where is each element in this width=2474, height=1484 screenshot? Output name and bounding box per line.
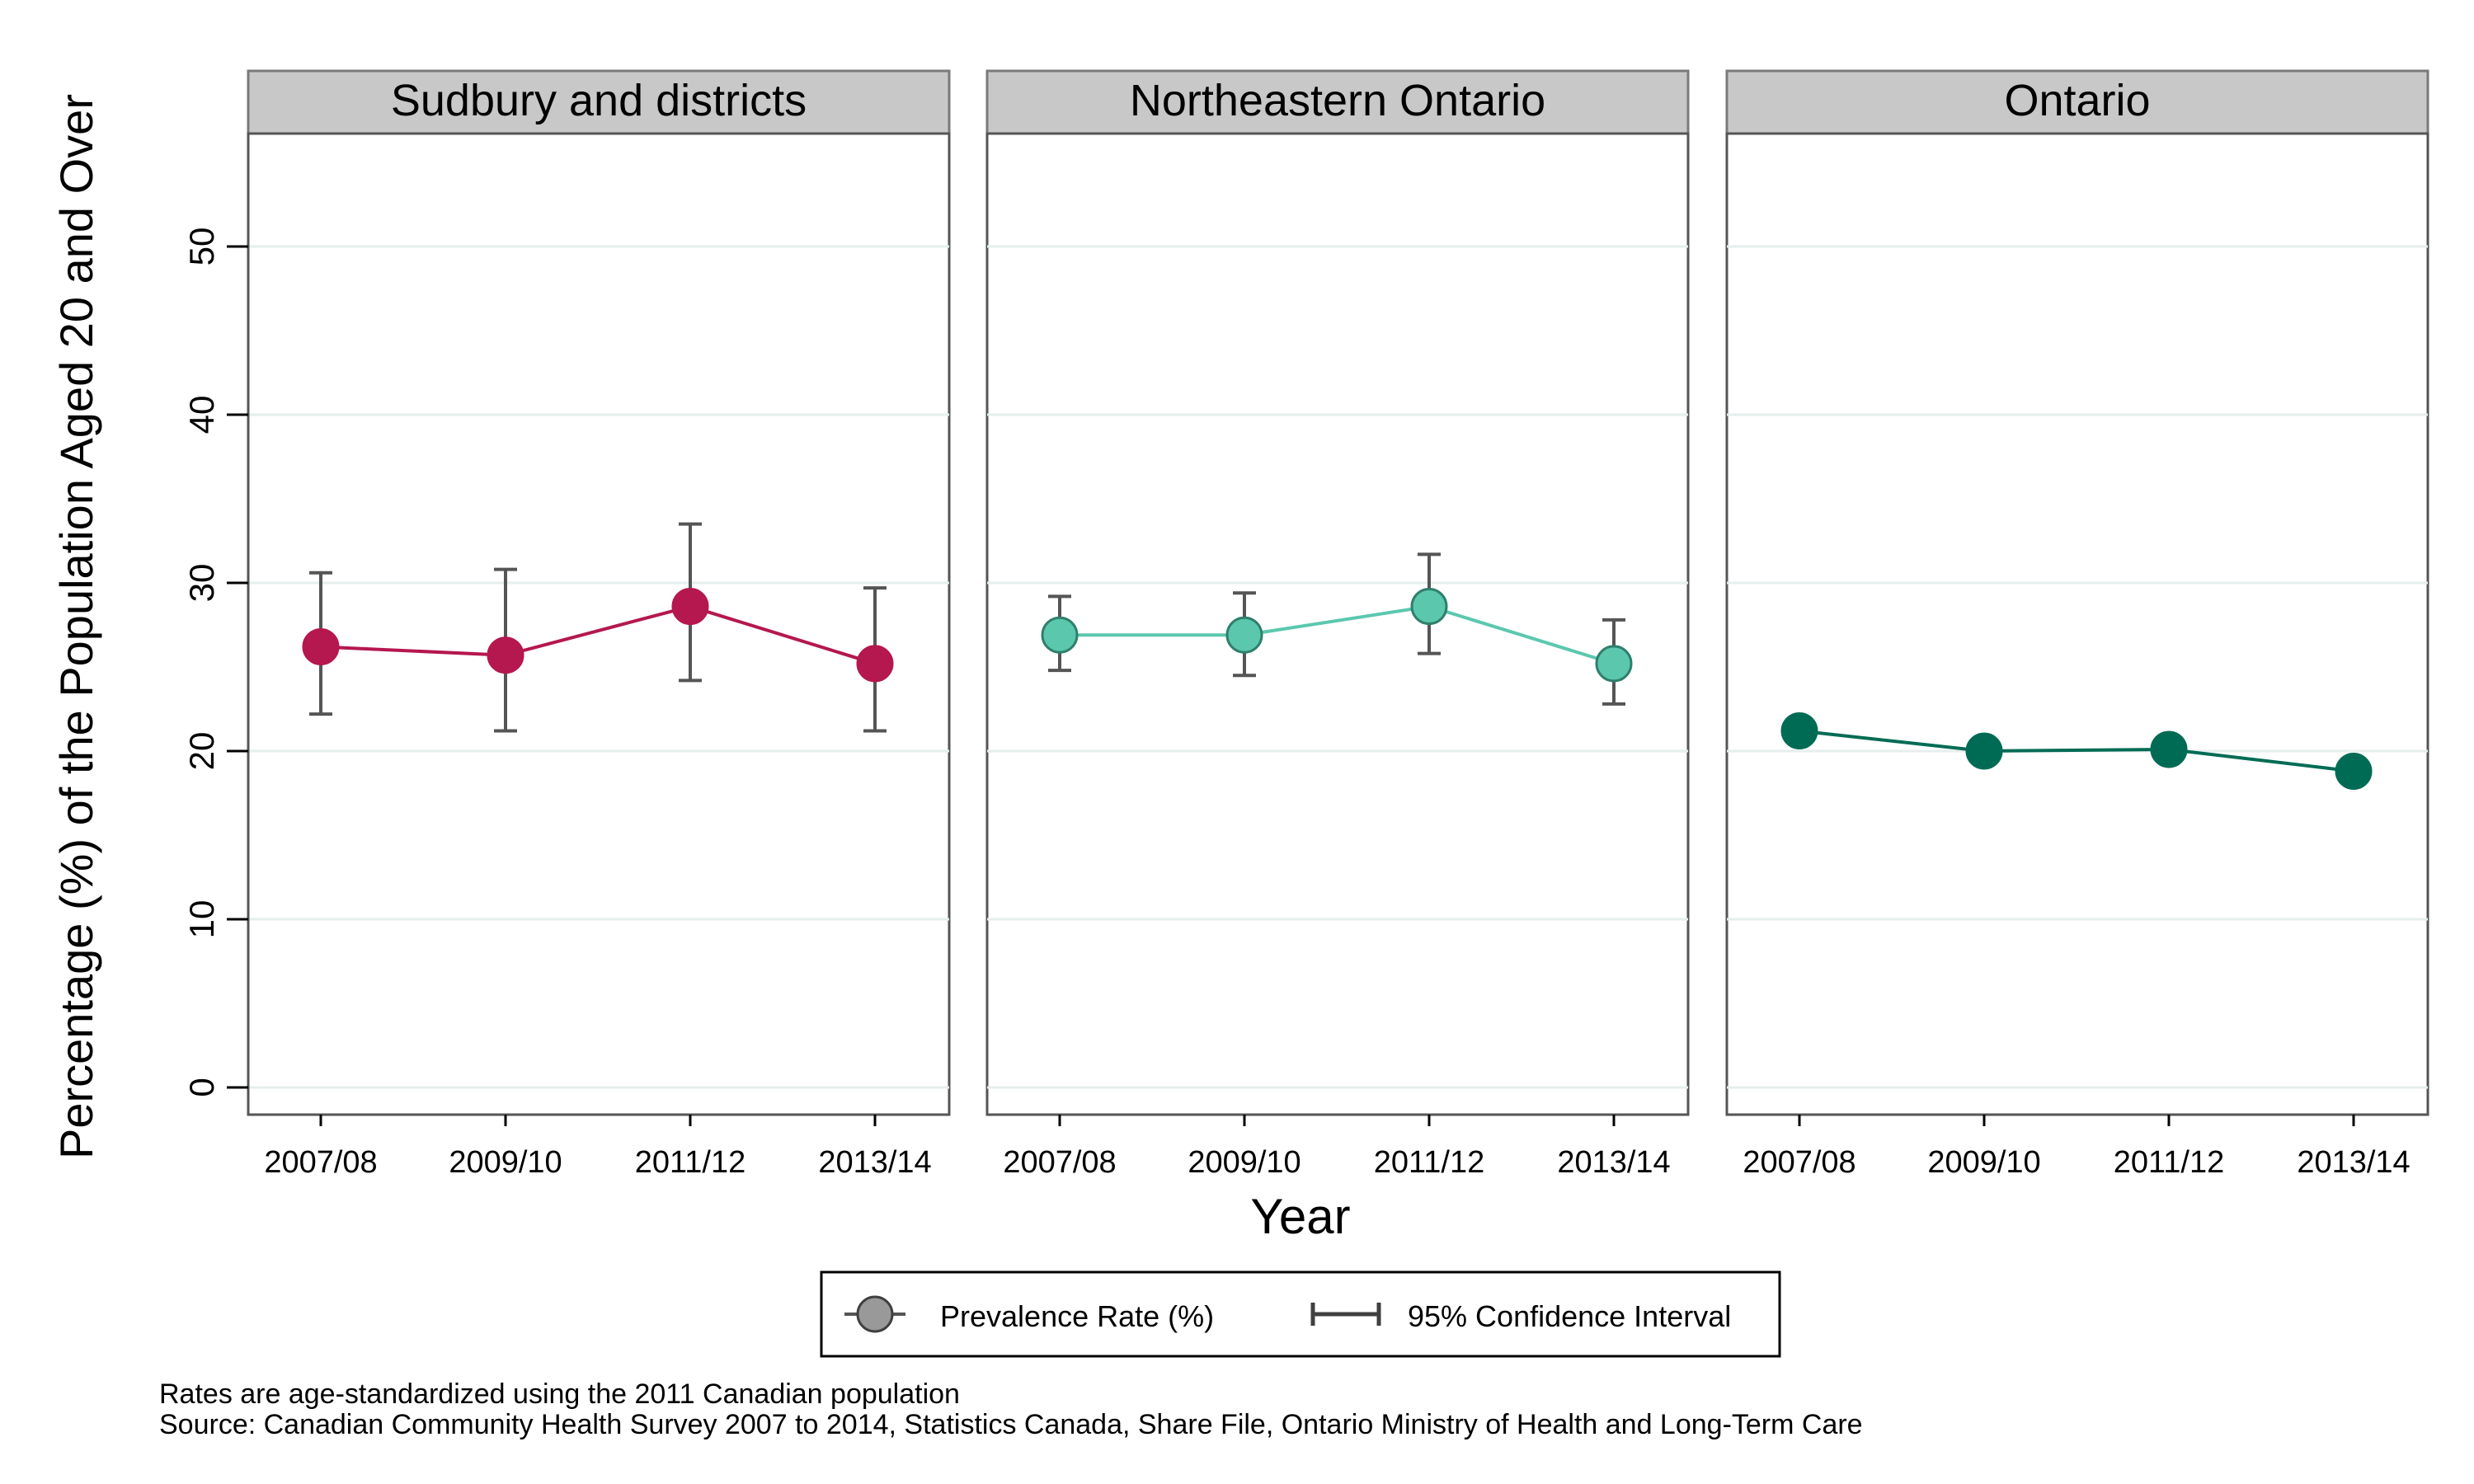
data-point [1780,712,1818,750]
panel-title: Ontario [2004,76,2150,125]
data-point [1225,616,1263,654]
y-tick-label: 30 [182,564,221,603]
legend-ci-icon [1310,1303,1381,1326]
panel-0: Sudbury and districts 2007/08 2009/10 2011/… [247,69,951,1180]
panel-title: Northeastern Ontario [1130,76,1545,125]
data-point [1041,616,1079,654]
legend-marker-circle [856,1295,894,1333]
legend-label-ci: 95% Confidence Interval [1408,1299,1731,1333]
data-point [2335,752,2373,790]
y-tick-label: 20 [182,732,221,771]
data-point [2150,730,2188,768]
data-point [671,588,709,626]
chart-axes: 0 10 20 30 40 50 [182,134,250,1115]
legend-box [820,1270,1781,1358]
x-tick-label: 2011/12 [1374,1145,1485,1180]
legend: Prevalence Rate (%) 95% Confidence Inter… [820,1270,1781,1358]
legend-label-prevalence: Prevalence Rate (%) [940,1299,1214,1333]
x-tick-label: 2009/10 [1188,1145,1300,1180]
data-point [1965,732,2003,770]
x-tick-label: 2007/08 [264,1145,377,1180]
y-tick-label: 10 [182,900,221,939]
x-tick-label: 2011/12 [2114,1145,2225,1180]
panel-plot-area [247,132,951,1116]
x-tick-label: 2011/12 [635,1145,746,1180]
data-point [856,645,894,683]
panel-header [247,69,951,135]
x-tick-label: 2013/14 [1557,1145,1670,1180]
panel-plot-area [985,132,1690,1116]
x-tick-label: 2009/10 [449,1145,562,1180]
x-axis-label: Year [1250,1189,1350,1244]
chart-panels: Sudbury and districts 2007/08 2009/10 2011/… [247,69,2429,1180]
y-tick-label: 50 [182,228,221,266]
series-line [1060,604,1615,665]
data-point [1410,588,1448,626]
footnote-rates: Rates are age-standardized using the 201… [159,1378,960,1410]
panel-1: Northeastern Ontario 2007/08 2009/10 2011/1… [985,69,1690,1180]
panel-header [1725,69,2429,135]
footnote-source: Source: Canadian Community Health Survey… [159,1409,1863,1440]
panel-header [985,69,1690,135]
x-tick-label: 2009/10 [1927,1145,2040,1180]
panel-plot-area [1725,132,2429,1116]
data-point [302,628,340,666]
y-tick-label: 40 [182,396,221,434]
series-line [320,604,876,665]
data-point [487,636,524,674]
data-point [1595,645,1633,683]
y-tick-label: 0 [182,1078,221,1097]
panel-2: Ontario 2007/08 2009/10 2011/12 2013/14 [1725,69,2429,1180]
panel-title: Sudbury and districts [391,76,807,125]
x-tick-label: 2007/08 [1003,1145,1116,1180]
x-tick-label: 2013/14 [2297,1145,2410,1180]
series-line [1799,729,2354,773]
x-tick-label: 2007/08 [1743,1145,1856,1180]
y-axis-label: Percentage (%) of the Population Aged 20… [50,94,102,1159]
x-tick-label: 2013/14 [818,1145,931,1180]
